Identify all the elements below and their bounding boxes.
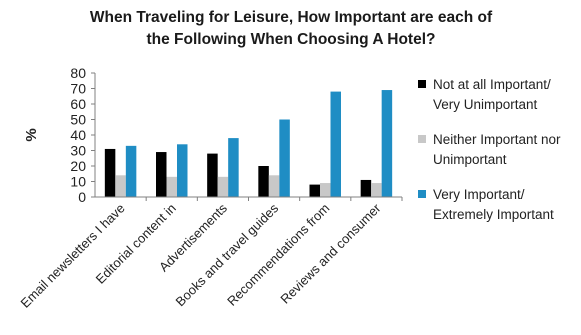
x-category-label: Reviews and consumer xyxy=(277,200,384,307)
y-tick-label: 70 xyxy=(70,81,86,97)
bar xyxy=(330,91,341,197)
legend-swatch xyxy=(418,135,426,143)
legend-label: Very Important/ xyxy=(433,187,525,202)
bar xyxy=(258,166,269,197)
chart-title-line-2: the Following When Choosing A Hotel? xyxy=(146,31,435,48)
y-tick-label: 40 xyxy=(70,127,86,143)
bar xyxy=(320,183,331,197)
legend: Not at all Important/Very Unimportant Nei… xyxy=(418,77,561,222)
legend-label: Not at all Important/ xyxy=(433,77,551,92)
y-tick-label: 0 xyxy=(78,189,86,205)
bar xyxy=(268,175,280,197)
bar xyxy=(166,176,177,197)
bar xyxy=(125,145,137,197)
bar xyxy=(228,138,239,197)
x-category-label: Recommendations from xyxy=(224,201,332,309)
y-tick-label: 50 xyxy=(70,112,86,128)
y-tick-label: 10 xyxy=(70,174,86,190)
plot-area xyxy=(91,72,403,201)
bar xyxy=(104,148,116,197)
legend-label: Unimportant xyxy=(433,152,507,167)
legend-label: Neither Important nor xyxy=(433,132,561,147)
bar xyxy=(207,153,218,197)
y-axis-label: % xyxy=(23,128,40,141)
legend-swatch xyxy=(418,190,426,198)
bar xyxy=(279,119,290,197)
bar xyxy=(177,144,188,197)
y-tick-label: 60 xyxy=(70,96,86,112)
bar xyxy=(360,179,372,197)
bar xyxy=(381,90,393,197)
x-category-label: Email newsletters I have xyxy=(17,201,127,311)
chart-title-line-1: When Traveling for Leisure, How Importan… xyxy=(90,9,493,26)
x-category-label: Books and travel guides xyxy=(172,200,281,309)
bar xyxy=(115,175,126,197)
y-tick-label: 80 xyxy=(70,65,86,81)
legend-label: Very Unimportant xyxy=(433,97,538,112)
bar xyxy=(217,176,229,197)
y-tick-label: 20 xyxy=(70,158,86,174)
bar xyxy=(156,152,167,197)
legend-swatch xyxy=(418,80,426,88)
bar xyxy=(309,184,320,197)
y-tick-label: 30 xyxy=(70,143,86,159)
bar xyxy=(371,183,382,197)
legend-label: Extremely Important xyxy=(433,207,554,222)
